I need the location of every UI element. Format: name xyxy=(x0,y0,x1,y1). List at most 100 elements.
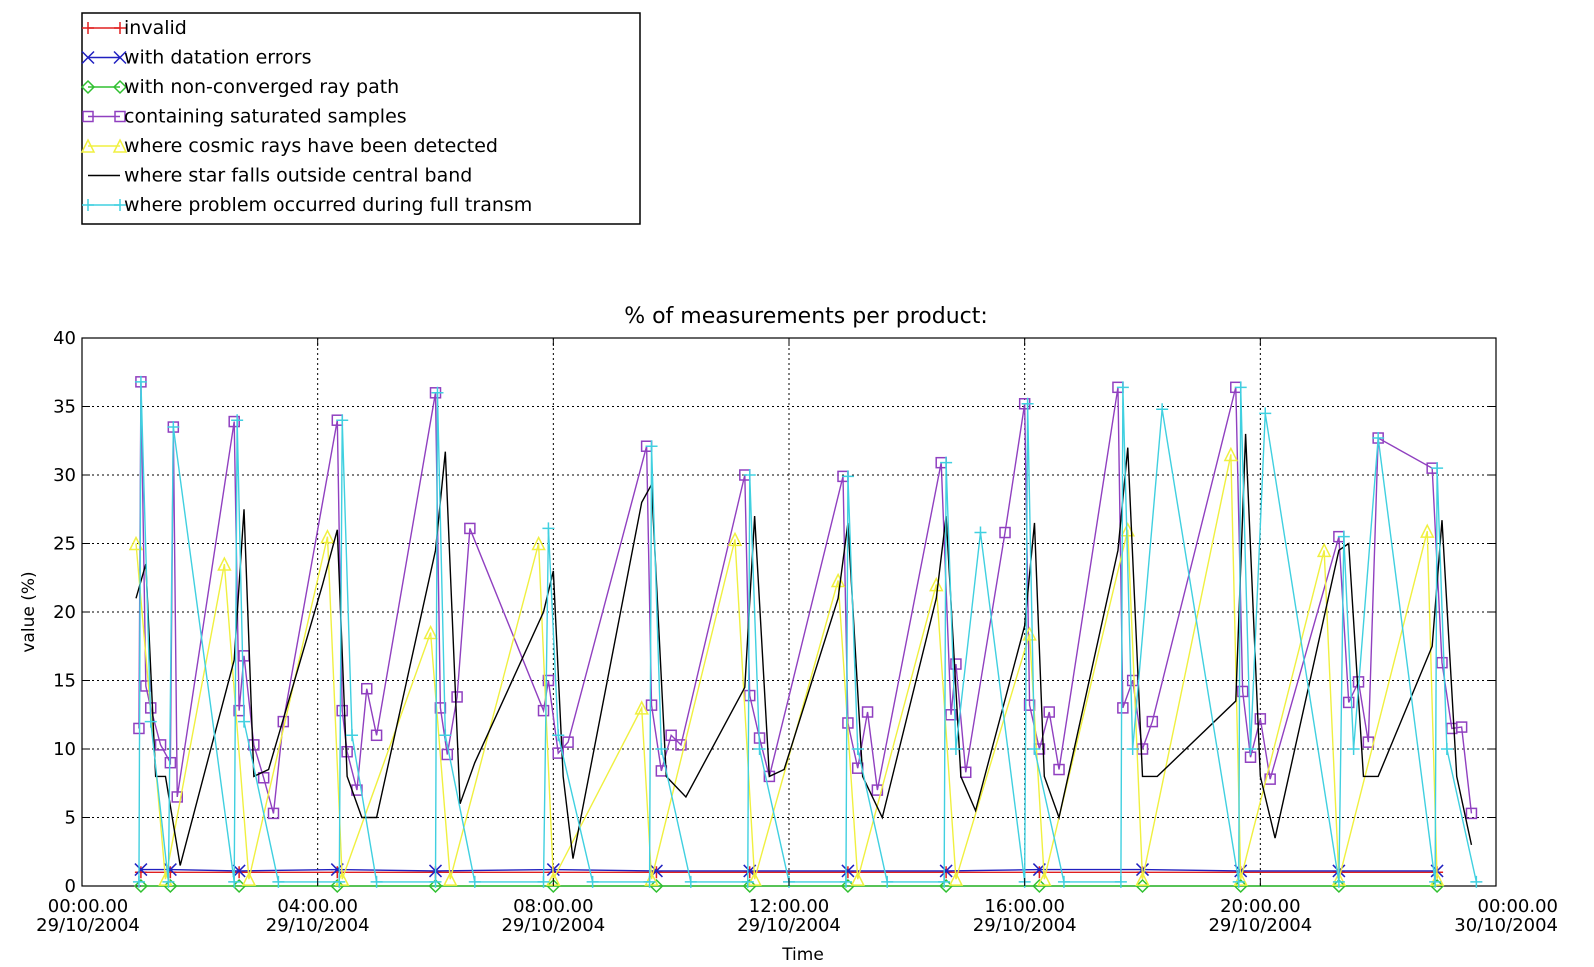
data-point xyxy=(643,875,656,888)
y-tick-label: 40 xyxy=(53,328,76,349)
data-point xyxy=(162,875,175,888)
data-point xyxy=(1117,702,1129,714)
series-4 xyxy=(128,446,1445,886)
legend-label: containing saturated samples xyxy=(124,106,407,128)
data-point xyxy=(929,576,944,592)
series-3 xyxy=(133,376,1478,820)
data-point xyxy=(257,772,270,784)
x-axis-label: Time xyxy=(781,945,824,965)
x-tick-label-time: 00:00.00 xyxy=(1478,896,1559,917)
x-tick-label-date: 29/10/2004 xyxy=(266,915,370,936)
data-point xyxy=(1114,875,1127,888)
data-point xyxy=(949,743,962,755)
x-tick-label-time: 12:00.00 xyxy=(749,896,830,917)
x-tick-label-time: 16:00.00 xyxy=(984,896,1065,917)
data-point xyxy=(370,875,383,888)
data-point xyxy=(948,871,964,886)
legend-marker xyxy=(80,138,96,153)
legend-item: with datation errors xyxy=(81,47,311,69)
legend-marker xyxy=(114,199,126,211)
data-point xyxy=(974,526,987,539)
data-point xyxy=(542,674,555,687)
legend-marker xyxy=(112,79,128,95)
x-tick-label-time: 00:00.00 xyxy=(48,896,129,917)
x-tick-label-date: 29/10/2004 xyxy=(501,915,605,936)
data-point xyxy=(468,875,481,888)
x-tick-label-date: 29/10/2004 xyxy=(973,915,1077,936)
data-point xyxy=(586,875,599,888)
x-tick-label-date: 29/10/2004 xyxy=(1208,915,1312,936)
data-point xyxy=(1023,699,1036,711)
data-point xyxy=(1233,878,1248,894)
data-point xyxy=(163,878,178,894)
data-point xyxy=(238,715,251,728)
data-point xyxy=(950,658,962,670)
data-point xyxy=(1223,446,1239,462)
data-point xyxy=(753,743,766,755)
data-point xyxy=(1236,685,1249,698)
data-point xyxy=(231,414,244,427)
data-point xyxy=(562,736,574,748)
data-point xyxy=(333,875,346,888)
data-point xyxy=(1420,523,1435,538)
data-point xyxy=(742,878,757,894)
data-point xyxy=(1021,397,1034,410)
data-point xyxy=(1429,875,1442,888)
data-point xyxy=(1316,542,1332,558)
data-point xyxy=(428,878,443,894)
data-point xyxy=(431,386,444,399)
data-point xyxy=(1430,878,1445,894)
data-point xyxy=(154,739,167,751)
legend-item: with non-converged ray path xyxy=(80,76,399,98)
y-tick-label: 0 xyxy=(65,876,76,897)
data-point xyxy=(841,864,855,878)
data-point xyxy=(747,871,762,886)
data-point xyxy=(1037,871,1052,886)
x-tick-label-date: 29/10/2004 xyxy=(737,915,841,936)
data-point xyxy=(167,421,180,434)
data-point xyxy=(134,866,147,879)
plot-area xyxy=(81,337,1497,894)
data-point xyxy=(1347,743,1360,755)
data-point xyxy=(1342,696,1355,709)
data-point xyxy=(133,878,148,894)
data-point xyxy=(841,470,854,483)
data-point xyxy=(999,526,1011,539)
data-point xyxy=(423,624,438,640)
data-point xyxy=(938,875,951,888)
data-point xyxy=(1440,743,1453,755)
data-point xyxy=(330,878,345,894)
data-point xyxy=(684,875,697,888)
legend-item: where problem occurred during full trans… xyxy=(82,194,532,216)
y-tick-label: 25 xyxy=(53,534,76,555)
data-point xyxy=(1470,875,1483,888)
data-point xyxy=(645,699,658,711)
data-point xyxy=(1465,807,1478,820)
data-point xyxy=(1032,878,1047,894)
data-point xyxy=(861,706,874,718)
data-point xyxy=(665,729,677,742)
data-point xyxy=(1264,773,1276,785)
y-tick-label: 10 xyxy=(53,739,76,760)
legend-item: invalid xyxy=(82,17,187,39)
data-point xyxy=(634,700,649,715)
y-axis-label: value (%) xyxy=(19,571,39,652)
data-point xyxy=(434,702,447,714)
data-point xyxy=(272,875,285,888)
data-point xyxy=(1126,743,1139,755)
data-point xyxy=(1135,878,1150,894)
x-tick-label-date: 29/10/2004 xyxy=(36,915,140,936)
data-point xyxy=(1332,875,1345,888)
data-point xyxy=(1135,871,1150,886)
legend-marker xyxy=(114,110,126,123)
data-point xyxy=(228,415,240,428)
legend-label: invalid xyxy=(124,17,187,39)
data-point xyxy=(267,807,280,820)
data-point xyxy=(1156,403,1169,416)
data-point xyxy=(531,535,546,551)
data-point xyxy=(1455,721,1468,733)
legend-label: with datation errors xyxy=(124,47,311,69)
data-point xyxy=(464,522,476,535)
legend: invalid with datation errors with non-conv… xyxy=(80,12,641,225)
y-tick-label: 30 xyxy=(53,465,76,486)
